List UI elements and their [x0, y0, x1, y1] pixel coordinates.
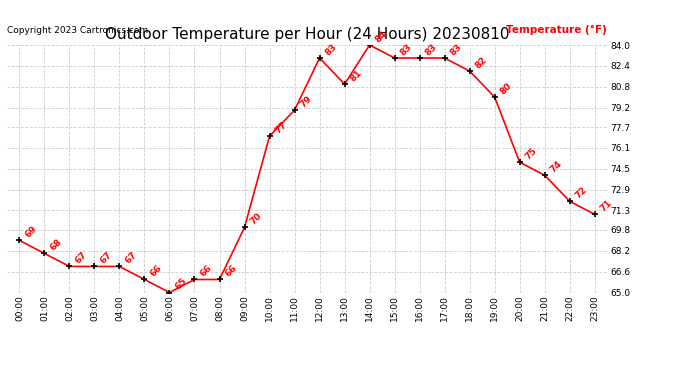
Text: 72: 72	[574, 185, 589, 201]
Text: 67: 67	[124, 251, 139, 266]
Text: 84: 84	[374, 29, 389, 44]
Text: 80: 80	[499, 81, 514, 96]
Text: 67: 67	[99, 251, 114, 266]
Text: 79: 79	[299, 94, 314, 110]
Text: 83: 83	[324, 42, 339, 57]
Title: Outdoor Temperature per Hour (24 Hours) 20230810: Outdoor Temperature per Hour (24 Hours) …	[105, 27, 509, 42]
Text: 77: 77	[274, 120, 289, 135]
Text: 82: 82	[474, 55, 489, 70]
Text: 83: 83	[424, 42, 439, 57]
Text: 66: 66	[148, 264, 164, 279]
Text: 68: 68	[48, 237, 63, 253]
Text: 75: 75	[524, 146, 539, 162]
Text: 69: 69	[23, 224, 39, 240]
Text: 65: 65	[174, 276, 189, 292]
Text: 70: 70	[248, 211, 264, 226]
Text: 66: 66	[224, 264, 239, 279]
Text: 83: 83	[448, 42, 464, 57]
Text: 81: 81	[348, 68, 364, 83]
Text: 74: 74	[549, 159, 564, 174]
Text: 67: 67	[74, 251, 89, 266]
Text: 66: 66	[199, 264, 214, 279]
Text: 83: 83	[399, 42, 414, 57]
Text: Temperature (°F): Temperature (°F)	[506, 25, 607, 35]
Text: Copyright 2023 Cartronics.com: Copyright 2023 Cartronics.com	[7, 26, 148, 35]
Text: 71: 71	[599, 198, 614, 214]
